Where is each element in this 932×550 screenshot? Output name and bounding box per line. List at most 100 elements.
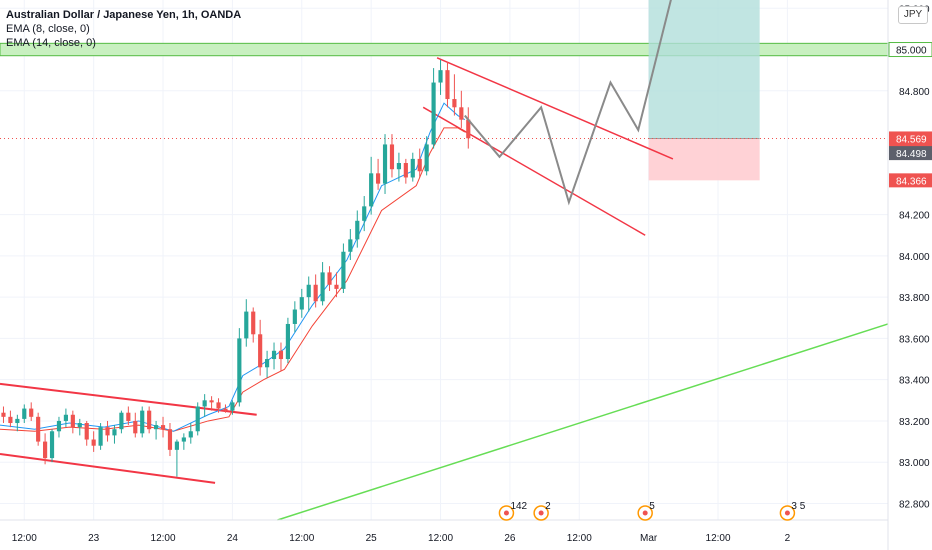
x-tick-label: 24 — [227, 533, 239, 544]
candle-body — [376, 173, 381, 184]
candle-body — [56, 420, 62, 432]
chart-legend: Australian Dollar / Japanese Yen, 1h, OA… — [6, 8, 241, 50]
range-channel-line — [0, 382, 257, 416]
x-tick-label: 12:00 — [12, 533, 37, 544]
candle-body — [313, 284, 318, 302]
event-marker-dot — [784, 510, 790, 516]
price-tag — [889, 146, 932, 161]
candle-body — [63, 414, 68, 421]
candle-body — [362, 206, 367, 221]
candle-body — [258, 334, 263, 368]
candle-body — [230, 402, 235, 411]
candle-body — [140, 410, 145, 434]
candle-body — [15, 418, 20, 424]
candle-body — [382, 144, 388, 184]
candle-body — [195, 406, 200, 432]
symbol-title: Australian Dollar / Japanese Yen, 1h, OA… — [6, 9, 242, 21]
y-tick-label: 83.600 — [899, 334, 930, 345]
candle-body — [237, 338, 242, 403]
projected-path — [464, 0, 672, 206]
candle-body — [91, 439, 96, 446]
y-tick-label: 83.000 — [899, 458, 930, 469]
y-tick-label: 83.400 — [899, 376, 930, 387]
currency-button[interactable]: JPY — [898, 6, 928, 24]
candle-body — [133, 420, 138, 434]
candle-body — [327, 272, 332, 285]
candle-body — [459, 107, 464, 120]
candle-body — [147, 410, 152, 430]
candle-body — [285, 323, 290, 360]
event-count: 142 — [510, 501, 527, 512]
ema8-line — [0, 102, 466, 432]
candle-body — [22, 408, 27, 419]
candle-body — [334, 284, 339, 289]
candle-body — [348, 239, 353, 252]
ema14-line — [0, 127, 466, 432]
price-tag-label: 84.366 — [896, 176, 927, 187]
ema8-legend[interactable]: EMA (8, close, 0) — [6, 23, 90, 35]
y-tick-label: 84.000 — [899, 252, 930, 263]
candle-body — [8, 416, 13, 424]
y-tick-label: 83.200 — [899, 417, 930, 428]
candle-body — [306, 284, 311, 298]
candle-body — [355, 220, 360, 240]
candle-body — [119, 412, 124, 430]
candle-body — [167, 429, 173, 450]
candle-body — [105, 427, 110, 436]
candle-body — [202, 400, 207, 407]
candle-body — [452, 99, 457, 108]
candle-body — [77, 423, 82, 428]
candle-body — [98, 427, 103, 446]
x-tick-label: 12:00 — [706, 533, 731, 544]
event-count: 2 — [545, 501, 551, 512]
candle-body — [424, 144, 429, 172]
x-tick-label: 12:00 — [428, 533, 453, 544]
price-tag-label: 84.569 — [896, 134, 927, 145]
x-tick-label: 26 — [504, 533, 516, 544]
candle-body — [49, 431, 55, 459]
candle-body — [216, 402, 221, 409]
price-tag-label: 84.498 — [896, 149, 927, 160]
event-marker-dot — [503, 510, 509, 516]
x-tick-label: 12:00 — [151, 533, 176, 544]
candle-body — [29, 408, 34, 417]
candle-body — [223, 408, 228, 411]
y-tick-label: 84.200 — [899, 211, 930, 222]
candle-body — [445, 70, 450, 100]
candle-body — [389, 144, 395, 170]
candle-body — [403, 163, 408, 178]
x-tick-label: 12:00 — [567, 533, 592, 544]
candle-body — [126, 412, 131, 421]
candle-body — [84, 423, 89, 440]
candle-body — [43, 441, 48, 459]
price-tag — [888, 42, 932, 58]
ema14-legend[interactable]: EMA (14, close, 0) — [6, 37, 96, 49]
event-marker-dot — [642, 510, 648, 516]
candle-body — [271, 350, 277, 360]
y-tick-label: 84.800 — [899, 87, 930, 98]
descending-channel-line — [422, 106, 646, 236]
candle-body — [410, 158, 415, 178]
candle-body — [70, 414, 75, 428]
y-tick-label: 82.800 — [899, 499, 930, 510]
candle-body — [466, 119, 471, 139]
candle-body — [292, 309, 297, 324]
candle-body — [265, 359, 270, 368]
candle-body — [320, 272, 325, 302]
target-zone — [648, 0, 760, 139]
price-tag — [889, 173, 932, 188]
candle-body — [174, 441, 179, 450]
descending-channel-line — [436, 57, 674, 160]
candle-body — [244, 311, 249, 339]
candle-body — [438, 70, 443, 83]
price-tag — [889, 131, 932, 146]
event-count: 5 — [649, 501, 655, 512]
x-tick-label: 12:00 — [289, 533, 314, 544]
price-axis — [888, 0, 932, 550]
x-tick-label: 23 — [88, 533, 100, 544]
candle-body — [431, 82, 436, 145]
candle-body — [396, 163, 401, 170]
event-marker-dot — [538, 510, 544, 516]
